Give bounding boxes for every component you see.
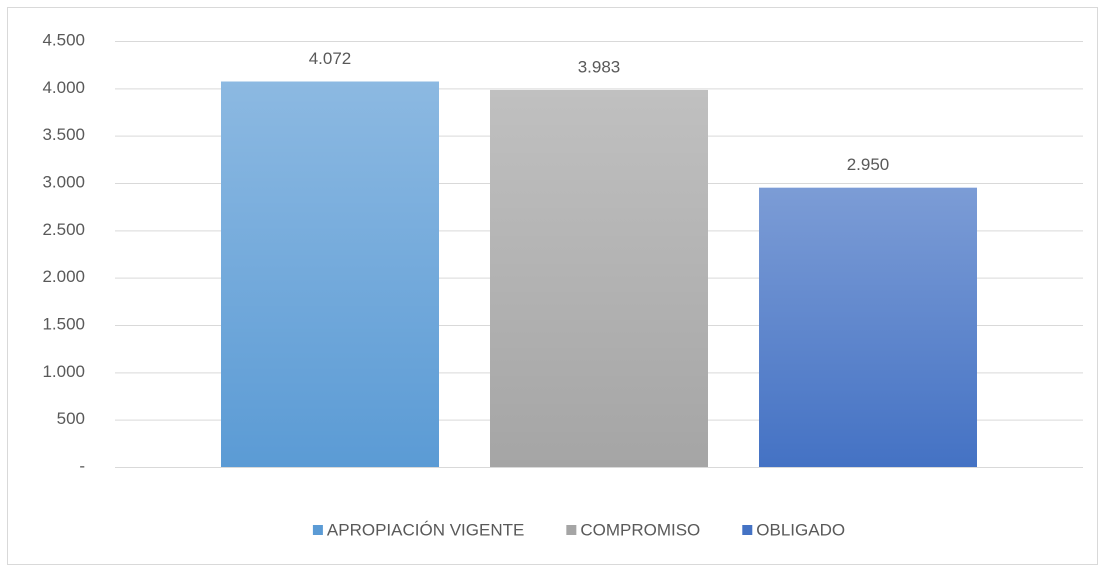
legend-swatch [566,525,577,535]
data-label: 4.072 [309,49,352,68]
y-tick-label: 4.000 [42,78,85,97]
bar-sheen [490,89,708,468]
legend-label: OBLIGADO [756,520,845,539]
y-tick-label: 1.000 [42,362,85,381]
data-label: 3.983 [578,57,621,76]
y-tick-label: - [79,456,85,475]
bar-sheen [759,187,977,467]
bar-sheen [221,81,439,467]
y-tick-label: 2.000 [42,267,85,286]
y-tick-label: 3.500 [42,125,85,144]
y-tick-label: 500 [57,409,85,428]
legend-swatch [742,525,753,535]
data-label: 2.950 [847,155,890,174]
y-tick-label: 4.500 [42,30,85,49]
y-tick-label: 2.500 [42,220,85,239]
y-tick-label: 1.500 [42,314,85,333]
legend-swatch [312,525,323,535]
legend-label: COMPROMISO [580,520,700,539]
legend-label: APROPIACIÓN VIGENTE [327,520,524,539]
y-tick-label: 3.000 [42,172,85,191]
